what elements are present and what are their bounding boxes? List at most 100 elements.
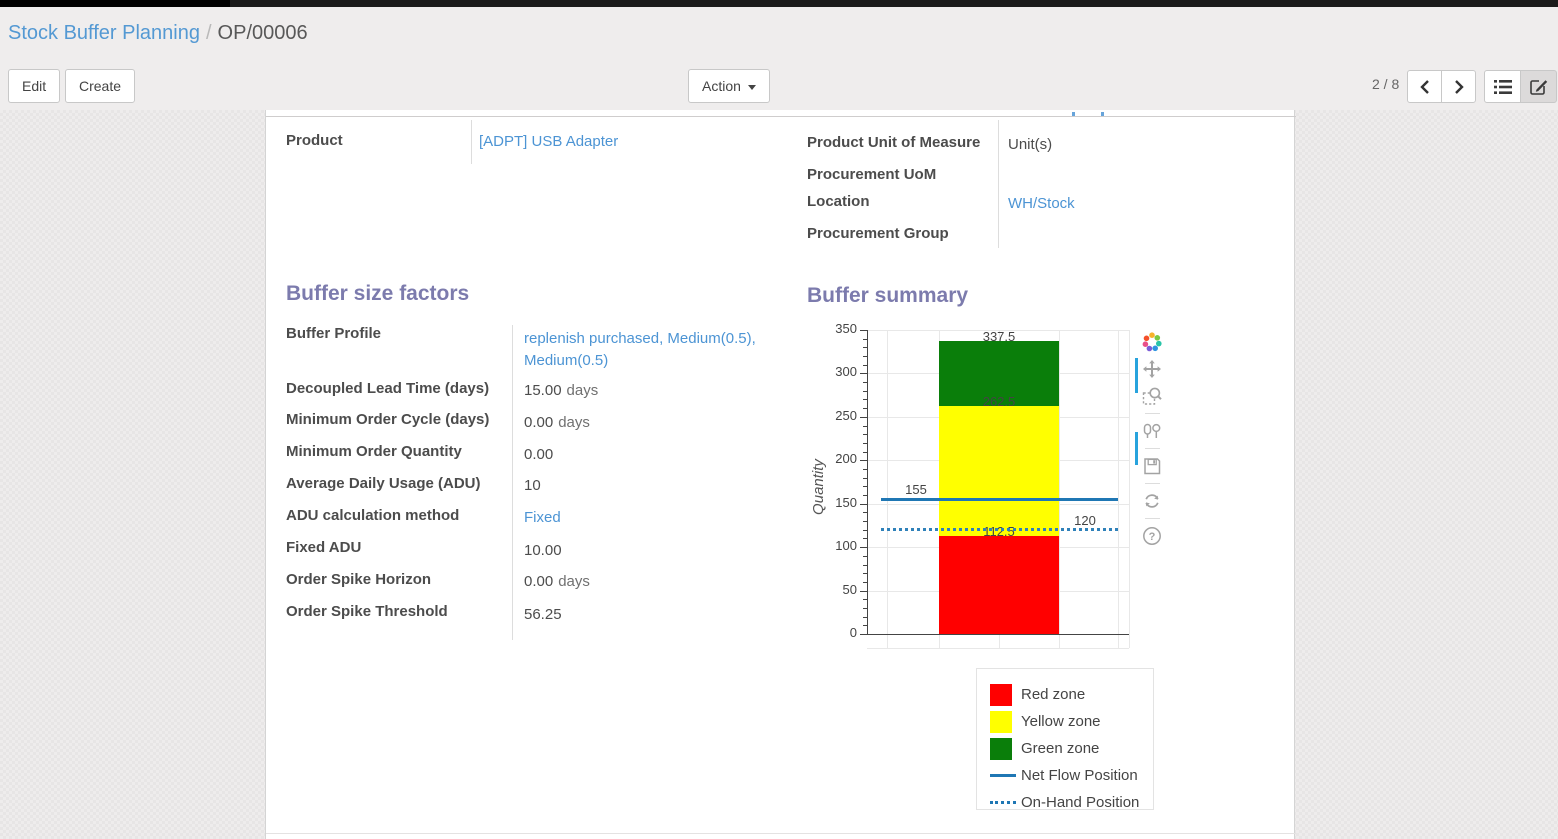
y-minor-tick <box>863 442 867 444</box>
y-tick-label: 200 <box>835 451 857 467</box>
product-uom-label: Product Unit of Measure <box>807 134 981 151</box>
h-gridline <box>867 330 1129 331</box>
y-axis-title: Quantity <box>810 459 827 515</box>
legend-item-green-zone[interactable]: Green zone <box>990 735 1153 762</box>
y-major-tick <box>860 590 867 592</box>
pager-previous-button[interactable] <box>1407 70 1442 103</box>
y-minor-tick <box>863 390 867 392</box>
legend-item-on-hand[interactable]: On-Hand Position <box>990 789 1153 816</box>
y-major-tick <box>860 547 867 549</box>
pan-icon[interactable] <box>1140 357 1164 381</box>
control-panel: Edit Create Action 2 / 8 <box>0 60 1558 110</box>
modebar-active-indicator <box>1135 432 1138 465</box>
edit-button[interactable]: Edit <box>8 69 61 103</box>
legend-item-red-zone[interactable]: Red zone <box>990 681 1153 708</box>
legend-label: Red zone <box>1021 686 1086 703</box>
y-minor-tick <box>863 521 867 523</box>
form-view-button[interactable] <box>1520 70 1557 103</box>
location-link[interactable]: WH/Stock <box>1008 195 1075 212</box>
adu-value: 10 <box>524 477 541 494</box>
legend-label: On-Hand Position <box>1021 794 1140 811</box>
create-button[interactable]: Create <box>65 69 136 103</box>
y-minor-tick <box>863 573 867 575</box>
modebar-active-indicator <box>1135 358 1138 393</box>
red-zone-bar <box>939 536 1059 634</box>
reset-axes-icon[interactable] <box>1140 489 1164 513</box>
legend-item-net-flow[interactable]: Net Flow Position <box>990 762 1153 789</box>
y-tick-label: 300 <box>835 364 857 380</box>
pager-next-button[interactable] <box>1441 70 1476 103</box>
buffer-summary-title: Buffer summary <box>807 284 969 307</box>
y-minor-tick <box>863 434 867 436</box>
y-tick-label: 250 <box>835 407 857 423</box>
v-gridline <box>939 330 940 648</box>
v-gridline <box>1059 330 1060 648</box>
y-minor-tick <box>863 486 867 488</box>
bar-value-label: 262.5 <box>982 394 1016 409</box>
form-view-background: Product [ADPT] USB Adapter Product Unit … <box>0 110 1558 839</box>
top-menu-bar-segment <box>0 0 230 7</box>
y-minor-tick <box>863 616 867 618</box>
min-order-cycle-label: Minimum Order Cycle (days) <box>286 411 490 428</box>
y-tick-label: 0 <box>849 625 857 640</box>
procurement-group-label: Procurement Group <box>807 225 949 242</box>
y-minor-tick <box>863 625 867 627</box>
adu-method-link[interactable]: Fixed <box>524 509 561 526</box>
column-separator <box>471 120 472 164</box>
legend-item-yellow-zone[interactable]: Yellow zone <box>990 708 1153 735</box>
chart-legend: Red zone Yellow zone Green zone Net Flow… <box>976 668 1154 811</box>
net-flow-position-line <box>881 497 1118 501</box>
y-minor-tick <box>863 607 867 609</box>
list-view-button[interactable] <box>1484 70 1521 103</box>
legend-label: Net Flow Position <box>1021 767 1138 784</box>
order-spike-horizon-value: 0.00 days <box>524 573 590 590</box>
plotly-logo-icon[interactable] <box>1140 330 1164 354</box>
download-plot-icon[interactable] <box>1140 454 1164 478</box>
column-separator <box>998 120 999 248</box>
pager-value[interactable]: 2 / 8 <box>1372 76 1400 92</box>
buffer-profile-label: Buffer Profile <box>286 325 382 342</box>
field-suffix: days <box>558 573 590 590</box>
adu-label: Average Daily Usage (ADU) <box>286 475 481 492</box>
y-minor-tick <box>863 495 867 497</box>
y-minor-tick <box>863 382 867 384</box>
min-order-qty-value: 0.00 <box>524 446 554 463</box>
y-minor-tick <box>863 356 867 358</box>
breadcrumb: Stock Buffer Planning / OP/00006 <box>8 22 308 45</box>
y-minor-tick <box>863 338 867 340</box>
order-spike-threshold-value: 56.25 <box>524 606 562 623</box>
product-uom-value: Unit(s) <box>1008 136 1053 153</box>
y-minor-tick <box>863 564 867 566</box>
x-axis-line <box>867 634 1129 635</box>
form-view-icon <box>1529 80 1547 95</box>
y-minor-tick <box>863 468 867 470</box>
box-zoom-icon[interactable] <box>1140 384 1164 408</box>
y-minor-tick <box>863 512 867 514</box>
modebar-divider <box>1144 448 1160 449</box>
y-major-tick <box>860 416 867 418</box>
red-swatch-icon <box>990 683 1012 706</box>
v-gridline <box>999 330 1000 648</box>
line-value-label: 155 <box>905 482 927 498</box>
y-tick-label: 350 <box>835 321 857 336</box>
product-link[interactable]: [ADPT] USB Adapter <box>479 133 619 150</box>
svg-text:?: ? <box>1149 531 1156 543</box>
breadcrumb-separator: / <box>205 22 212 44</box>
order-spike-horizon-label: Order Spike Horizon <box>286 571 432 588</box>
fixed-adu-value: 10.00 <box>524 542 562 559</box>
y-tick-label: 100 <box>835 538 857 554</box>
breadcrumb-parent-link[interactable]: Stock Buffer Planning <box>8 22 200 44</box>
action-dropdown-button[interactable]: Action <box>688 69 770 103</box>
hover-compare-icon[interactable] <box>1140 419 1164 443</box>
y-minor-tick <box>863 581 867 583</box>
h-gridline <box>867 590 1129 592</box>
y-major-tick <box>860 460 867 462</box>
fixed-adu-label: Fixed ADU <box>286 539 362 556</box>
dotted-line-swatch-icon <box>990 801 1016 804</box>
help-icon[interactable]: ? <box>1140 524 1164 548</box>
line-value-label: 120 <box>1074 512 1096 528</box>
buffer-profile-link[interactable]: replenish purchased, Medium(0.5), Medium… <box>524 330 756 369</box>
legend-label: Green zone <box>1021 740 1100 757</box>
yellow-zone-bar <box>939 406 1059 537</box>
y-axis-line <box>867 330 868 634</box>
